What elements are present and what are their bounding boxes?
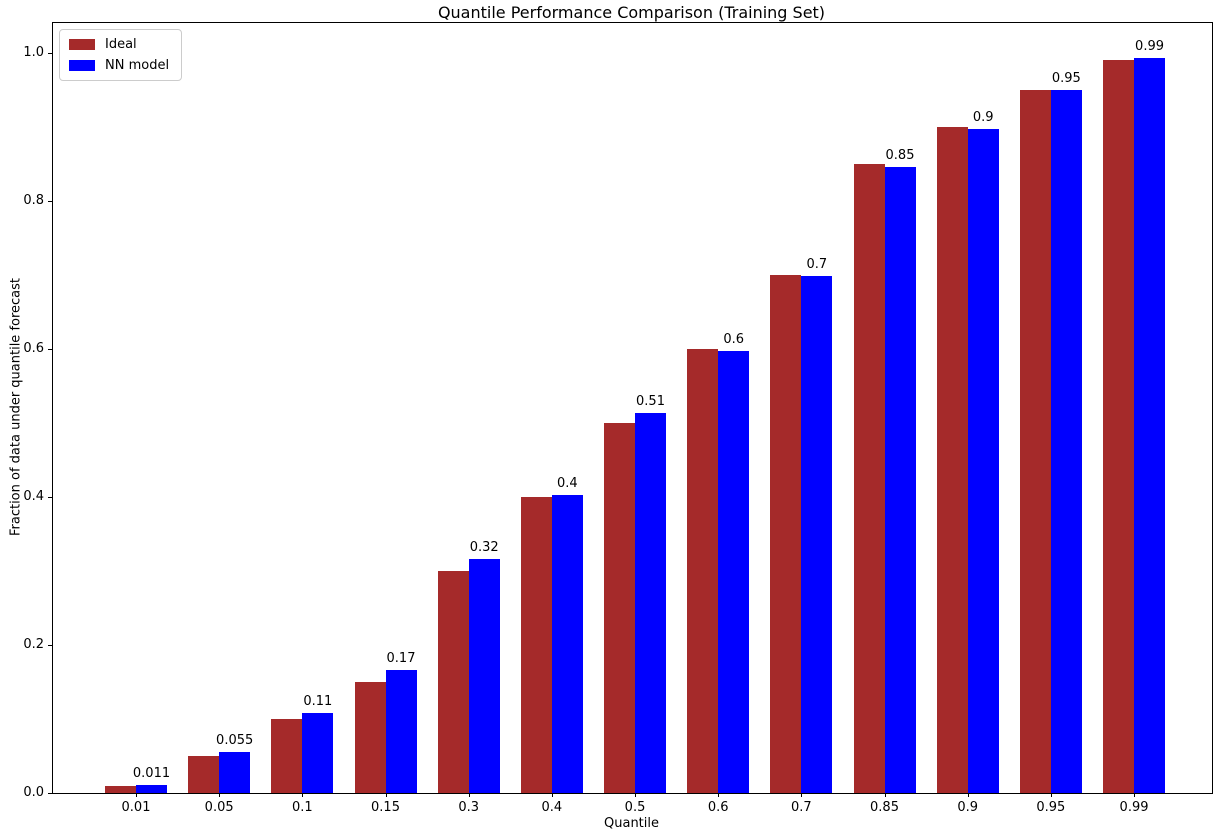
- x-tick-mark: [1134, 793, 1136, 797]
- legend-swatch-nn-model: [69, 60, 95, 71]
- bar-nn-model: [718, 351, 750, 793]
- x-tick-label: 0.3: [458, 800, 480, 815]
- x-tick-mark: [1050, 793, 1052, 797]
- y-tick-label: 0.6: [23, 341, 44, 356]
- legend-label-nn-model: NN model: [105, 58, 170, 73]
- bar-ideal: [354, 682, 386, 793]
- bar-value-label: 0.17: [386, 651, 416, 667]
- x-tick-label: 0.85: [870, 800, 899, 815]
- y-tick-mark: [48, 348, 52, 350]
- bar-ideal: [105, 785, 136, 793]
- legend-label-ideal: Ideal: [105, 37, 137, 52]
- chart-title: Quantile Performance Comparison (Trainin…: [437, 3, 826, 22]
- bar-value-label: 0.11: [303, 694, 333, 710]
- bar-value-label: 0.7: [806, 257, 828, 273]
- bar-ideal: [437, 571, 469, 793]
- bar-value-label: 0.055: [216, 733, 254, 749]
- y-tick-mark: [48, 52, 52, 54]
- y-tick-label: 0.8: [23, 193, 44, 208]
- bar-ideal: [853, 164, 885, 793]
- x-axis-label: Quantile: [604, 816, 659, 831]
- y-tick-mark: [48, 644, 52, 646]
- x-tick-mark: [635, 793, 637, 797]
- bar-ideal: [936, 127, 968, 793]
- bar-nn-model: [302, 713, 334, 793]
- bar-nn-model: [1134, 58, 1166, 793]
- x-tick-mark: [967, 793, 969, 797]
- bar-value-label: 0.85: [885, 147, 915, 163]
- bar-nn-model: [468, 559, 500, 793]
- bar-ideal: [1019, 90, 1051, 793]
- y-tick-mark: [48, 496, 52, 498]
- bar-nn-model: [385, 670, 417, 793]
- bar-value-label: 0.32: [469, 540, 499, 556]
- x-tick-label: 0.1: [291, 800, 313, 815]
- y-tick-label: 0.4: [23, 489, 44, 504]
- bar-value-label: 0.011: [132, 765, 171, 781]
- bar-nn-model: [219, 752, 251, 793]
- legend: Ideal NN model: [59, 29, 183, 81]
- y-tick-label: 0.2: [23, 637, 44, 652]
- bar-nn-model: [1050, 90, 1082, 793]
- bar-ideal: [520, 497, 552, 793]
- x-tick-label: 0.15: [371, 800, 400, 815]
- bar-nn-model: [967, 129, 999, 793]
- bar-ideal: [770, 275, 802, 793]
- bar-nn-model: [801, 276, 833, 793]
- y-tick-label: 1.0: [23, 45, 44, 60]
- x-tick-mark: [884, 793, 886, 797]
- bar-nn-model: [551, 494, 583, 793]
- bar-nn-model: [635, 413, 667, 793]
- x-tick-label: 0.01: [121, 800, 151, 815]
- x-tick-label: 0.7: [791, 800, 812, 815]
- x-tick-label: 0.4: [541, 800, 563, 815]
- x-tick-mark: [385, 793, 387, 797]
- legend-item-ideal: Ideal: [69, 37, 169, 52]
- bar-value-label: 0.51: [636, 394, 665, 410]
- bar-nn-model: [884, 166, 916, 793]
- bar-ideal: [188, 756, 220, 793]
- y-tick-mark: [48, 200, 52, 202]
- bar-value-label: 0.99: [1135, 39, 1164, 55]
- x-tick-label: 0.5: [624, 800, 646, 815]
- plot-area: Ideal NN model 0.0 0.2 0.4 0.6 0.8 1.0 0.011 0.…: [23, 22, 1213, 815]
- bar-nn-model: [136, 784, 167, 793]
- x-tick-mark: [219, 793, 221, 797]
- x-tick-label: 0.95: [1036, 800, 1066, 815]
- x-tick-label: 0.9: [957, 800, 979, 815]
- legend-item-nn-model: NN model: [69, 58, 169, 73]
- x-tick-mark: [302, 793, 304, 797]
- y-tick-mark: [48, 792, 52, 794]
- x-tick-mark: [718, 793, 720, 797]
- bar-value-label: 0.6: [723, 332, 745, 348]
- x-tick-mark: [468, 793, 470, 797]
- x-tick-label: 0.99: [1119, 800, 1149, 815]
- bar-value-label: 0.9: [972, 110, 994, 126]
- x-tick-mark: [551, 793, 553, 797]
- bar-value-label: 0.4: [557, 475, 578, 491]
- bar-value-label: 0.95: [1051, 71, 1081, 86]
- bar-ideal: [687, 349, 719, 793]
- bar-ideal: [1103, 60, 1135, 793]
- y-tick-label: 0.0: [23, 785, 44, 800]
- x-tick-label: 0.05: [204, 800, 234, 815]
- x-tick-label: 0.6: [707, 800, 729, 815]
- bar-ideal: [604, 423, 636, 793]
- x-tick-mark: [136, 793, 137, 797]
- bar-ideal: [271, 719, 303, 793]
- x-tick-mark: [801, 793, 803, 797]
- legend-swatch-ideal: [69, 39, 95, 50]
